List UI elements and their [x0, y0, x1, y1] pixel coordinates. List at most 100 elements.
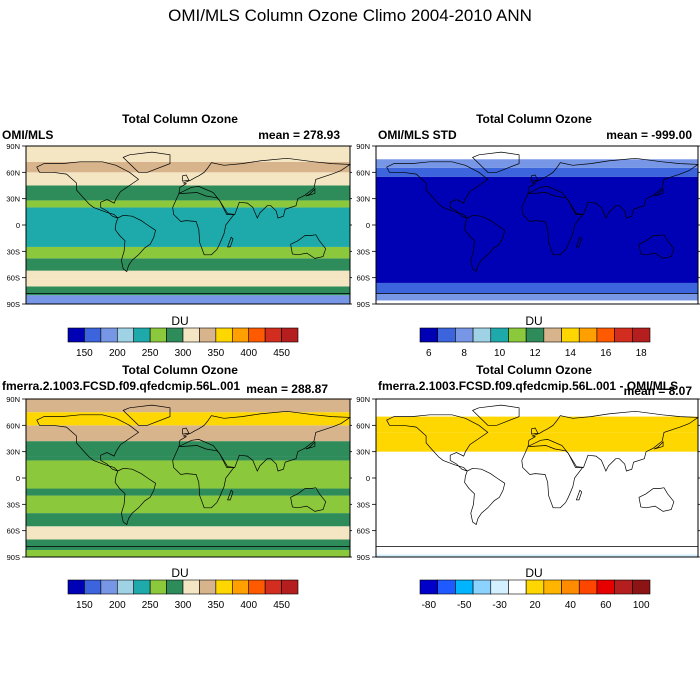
ozone-band: [376, 293, 698, 301]
colorbar-swatch: [215, 327, 233, 343]
coastline: [182, 427, 190, 435]
y-tick-label: 0: [16, 474, 20, 483]
y-tick-label: 90S: [7, 300, 20, 309]
colorbar-difference: -80 -50 -30 20 40 60 100: [419, 579, 651, 611]
panel-title: Total Column Ozone: [122, 363, 238, 377]
colorbar-swatch: [264, 579, 282, 595]
ozone-map-omi-mls-std: 90N 60N 30N 0 30S 60S 90S: [356, 142, 700, 309]
coastline: [575, 236, 583, 248]
ozone-band: [376, 407, 698, 417]
coastline: [290, 487, 327, 512]
y-tick-label: 90N: [356, 395, 370, 404]
ozone-band: [26, 161, 350, 173]
colorbar-swatch: [472, 579, 492, 595]
colorbar-swatch: [199, 579, 217, 595]
coastline: [654, 188, 664, 197]
coastline: [305, 188, 316, 197]
panel-left-label: OMI/MLS STD: [378, 128, 457, 142]
y-tick-label: 30S: [357, 500, 370, 509]
colorbar-swatch: [166, 327, 184, 343]
colorbar-tick-label: 100: [633, 600, 650, 611]
y-tick-label: 30S: [7, 500, 20, 509]
panel-right-label: mean = 278.93: [258, 128, 340, 142]
ozone-band: [376, 399, 698, 408]
colorbar-tick-label: 40: [565, 600, 577, 611]
colorbar-swatch: [149, 327, 167, 343]
coastline: [531, 174, 539, 182]
colorbar-swatch: [248, 579, 266, 595]
colorbar-swatch: [84, 579, 102, 595]
colorbar-label: DU: [171, 566, 189, 580]
panel-title: Total Column Ozone: [476, 112, 592, 126]
ozone-band: [26, 539, 350, 550]
colorbar-swatch: [264, 327, 282, 343]
colorbar-swatch: [84, 327, 102, 343]
y-tick-label: 60N: [6, 168, 20, 177]
ozone-band: [26, 150, 350, 162]
coastline: [654, 441, 664, 450]
colorbar-swatch: [490, 327, 509, 343]
panel-right-label: mean = 288.87: [246, 382, 328, 396]
y-tick-label: 30N: [356, 448, 370, 457]
ozone-band: [376, 159, 698, 168]
y-tick-label: 30N: [356, 195, 370, 204]
colorbar-swatch: [490, 579, 509, 595]
coastline: [464, 214, 506, 273]
y-tick-label: 60N: [356, 168, 370, 177]
y-tick-label: 90N: [6, 142, 20, 151]
colorbar-swatch: [596, 579, 615, 595]
colorbar-swatch: [543, 579, 562, 595]
ozone-band: [376, 416, 698, 433]
y-tick-label: 90S: [357, 300, 370, 309]
colorbar-tick-label: 12: [529, 348, 541, 359]
y-tick-label: 60S: [357, 527, 370, 536]
colorbar-tick-label: 400: [240, 600, 257, 611]
colorbar-tick-label: 300: [175, 600, 192, 611]
colorbar-tick-label: 150: [76, 348, 93, 359]
coastline: [36, 414, 140, 472]
colorbar-swatch: [578, 327, 598, 343]
colorbar-swatch: [561, 327, 580, 343]
colorbar-tick-label: -80: [422, 600, 437, 611]
colorbar-tick-label: 400: [240, 348, 257, 359]
colorbar-swatch: [231, 579, 250, 595]
colorbar-tick-label: 10: [494, 348, 506, 359]
coastline: [386, 414, 489, 472]
colorbar-label: DU: [525, 566, 543, 580]
coastline: [471, 151, 520, 173]
colorbar-swatch: [67, 579, 85, 595]
ozone-band: [26, 246, 350, 259]
coastline: [290, 234, 327, 259]
colorbar-label: DU: [525, 314, 543, 328]
y-tick-label: 0: [16, 221, 20, 230]
ozone-band: [26, 270, 350, 280]
ozone-band: [376, 282, 698, 294]
ozone-band: [376, 146, 698, 160]
colorbar-swatch: [455, 579, 474, 595]
coastline: [638, 234, 675, 259]
coastline: [178, 157, 352, 219]
y-tick-label: 30S: [7, 247, 20, 256]
coastline: [464, 467, 506, 526]
colorbar-swatch: [116, 579, 135, 595]
coastline: [227, 489, 234, 501]
colorbar-tick-label: 350: [208, 600, 225, 611]
y-tick-label: 0: [366, 474, 370, 483]
ozone-band: [26, 146, 350, 151]
coastline: [521, 445, 584, 509]
colorbar-swatch: [116, 327, 135, 343]
coastline: [305, 441, 316, 450]
colorbar-swatch: [508, 579, 527, 595]
ozone-band: [376, 167, 698, 177]
colorbar-omi-mls-std: 6 8 10 12 14 16 18: [419, 327, 651, 359]
colorbar-swatch: [614, 579, 633, 595]
y-tick-label: 30N: [6, 195, 20, 204]
ozone-map-omi-mls: 90N 60N 30N 0 30S 60S 90S: [6, 142, 352, 309]
y-tick-label: 30N: [6, 448, 20, 457]
ozone-band: [26, 495, 350, 514]
colorbar-swatch: [437, 327, 456, 343]
ozone-band: [26, 200, 350, 208]
colorbar-swatch: [67, 327, 85, 343]
colorbar-swatch: [215, 579, 233, 595]
colorbar-swatch: [133, 327, 151, 343]
